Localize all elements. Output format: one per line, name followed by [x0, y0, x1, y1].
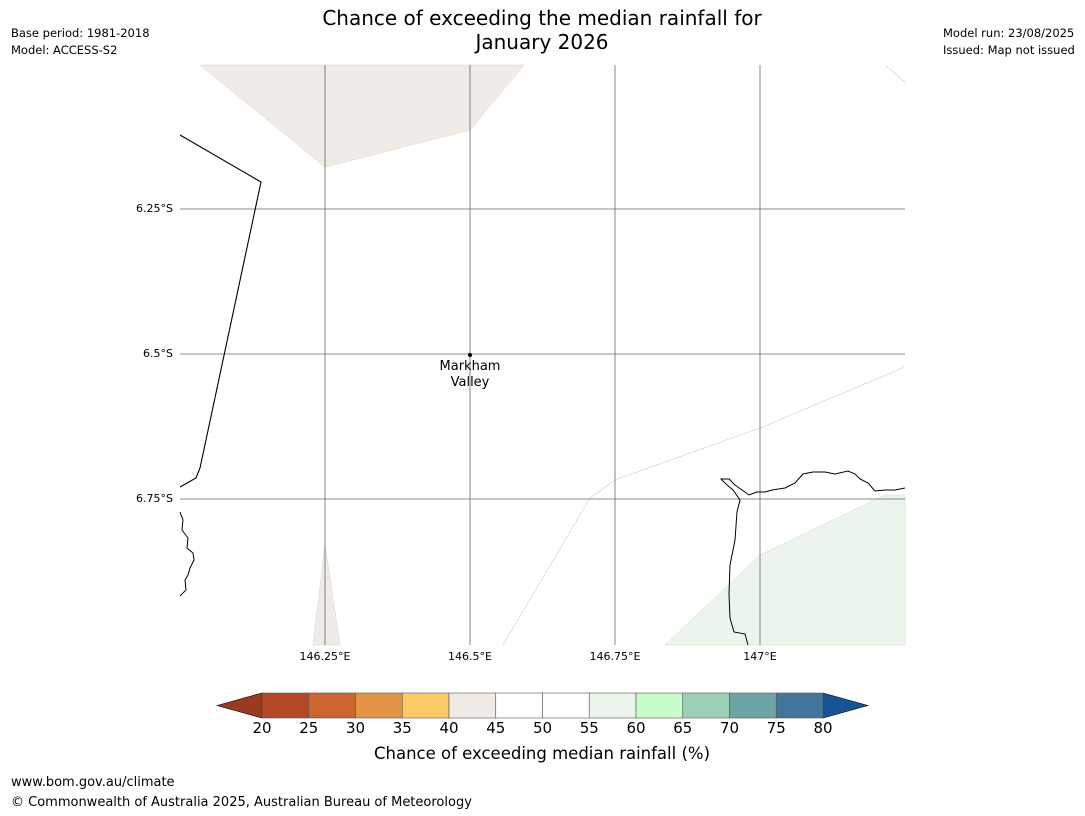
footer-url[interactable]: www.bom.gov.au/climate [11, 775, 175, 790]
colorbar-tick-label: 50 [532, 719, 553, 737]
lon-label-146-75: 146.75°E [589, 650, 641, 663]
colorbar-tick-label: 70 [719, 719, 740, 737]
colorbar-tick-label: 20 [252, 719, 272, 737]
region-40-45-south [312, 544, 341, 646]
region-40-45-north [199, 64, 525, 168]
model-run: Model run: 23/08/2025 [943, 26, 1075, 40]
title-line-1: Chance of exceeding the median rainfall … [322, 6, 762, 30]
base-period: Base period: 1981-2018 [11, 26, 150, 40]
coastline-huon-gulf [719, 470, 906, 646]
colorbar-tick-label: 60 [626, 719, 646, 737]
colorbar-tick-label: 80 [813, 719, 833, 737]
lon-label-147: 147°E [743, 650, 777, 663]
markham-valley-marker[interactable] [468, 353, 472, 357]
contour-line-corner [884, 64, 906, 83]
place-label-markham-valley: Markham Valley [420, 359, 520, 391]
lat-label-6-25: 6.25°S [136, 202, 173, 215]
colorbar-tick-label: 55 [579, 719, 599, 737]
place-label-line-1: Markham [439, 359, 501, 374]
colorbar-label: Chance of exceeding median rainfall (%) [373, 744, 711, 763]
footer-copyright: © Commonwealth of Australia 2025, Austra… [11, 795, 472, 810]
colorbar-tick-label: 75 [766, 719, 786, 737]
colorbar-tick-label: 35 [392, 719, 412, 737]
colorbar-tick-label: 30 [345, 719, 366, 737]
region-55-60-southeast [664, 494, 906, 646]
colorbar-tick-label: 65 [673, 719, 693, 737]
colorbar-tick-label: 45 [486, 719, 506, 737]
lon-label-146-25: 146.25°E [299, 650, 351, 663]
place-label-line-2: Valley [450, 375, 490, 390]
lat-label-6-75: 6.75°S [136, 492, 173, 505]
lon-label-146-5: 146.5°E [448, 650, 492, 663]
colorbar-tick-label: 25 [299, 719, 319, 737]
model-name: Model: ACCESS-S2 [11, 43, 118, 57]
lat-label-6-5: 6.5°S [143, 347, 173, 360]
province-border-line [179, 134, 262, 488]
header-right-info: Model run: 23/08/2025 Issued: Map not is… [943, 25, 1075, 59]
issued-status: Issued: Map not issued [943, 43, 1075, 57]
coastline-west [179, 511, 195, 597]
header-left-info: Base period: 1981-2018 Model: ACCESS-S2 [11, 25, 150, 59]
title-line-2: January 2026 [475, 30, 609, 54]
colorbar-tick-label: 40 [439, 719, 459, 737]
map-title: Chance of exceeding the median rainfall … [242, 6, 842, 54]
